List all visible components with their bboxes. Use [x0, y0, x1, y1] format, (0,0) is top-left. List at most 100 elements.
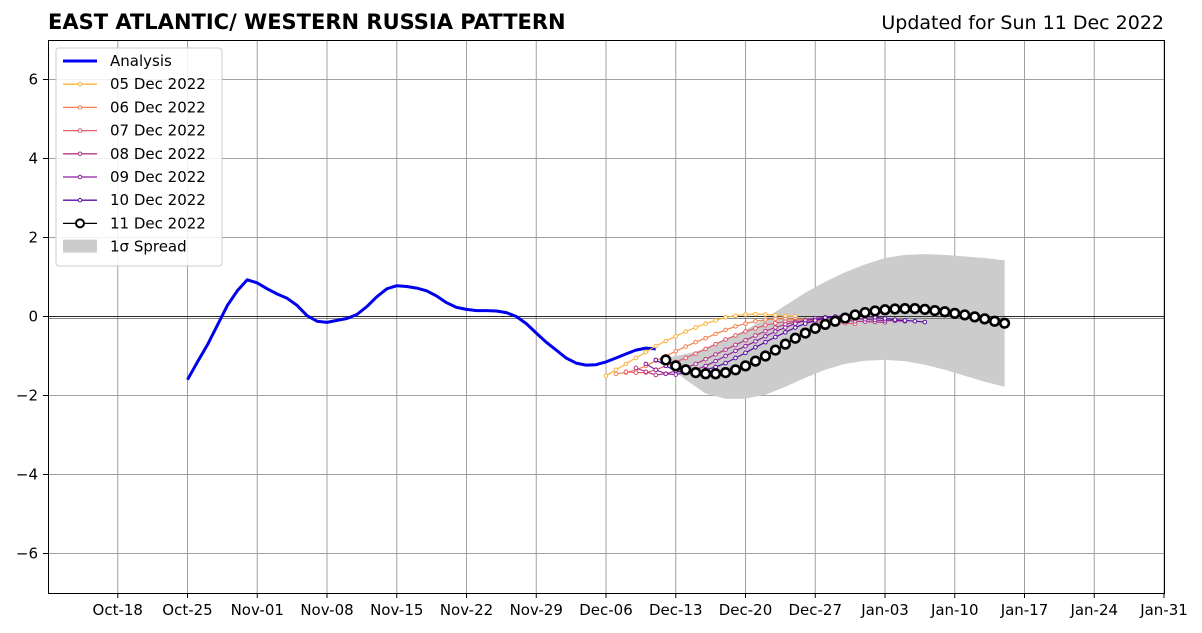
forecast-point: [989, 315, 1001, 327]
y-tick-label: 2: [28, 229, 38, 247]
forecast-point: [929, 304, 941, 317]
legend-label: 06 Dec 2022: [110, 98, 206, 116]
forecast-point: [869, 305, 881, 317]
forecast-point: [769, 344, 781, 356]
forecast-point: [899, 303, 911, 315]
forecast-point: [919, 303, 931, 315]
series-group: [186, 278, 1011, 381]
x-tick-label: Oct-18: [93, 601, 143, 619]
forecast-point: [959, 309, 971, 321]
forecast-point: [763, 322, 768, 328]
legend-swatch-marker: [77, 151, 83, 157]
forecast-point: [713, 341, 718, 347]
forecast-point: [733, 355, 738, 361]
forecast-point: [829, 315, 841, 327]
y-tick-label: 0: [28, 308, 38, 326]
forecast-point: [743, 350, 748, 356]
forecast-point: [809, 322, 821, 334]
forecast-point: [889, 303, 901, 315]
forecast-series: [660, 303, 1011, 380]
forecast-point: [773, 325, 778, 330]
y-tick-label: −6: [16, 545, 38, 563]
forecast-point: [753, 345, 758, 350]
legend-label: 10 Dec 2022: [110, 191, 206, 209]
forecast-point: [789, 332, 801, 344]
forecast-point: [759, 350, 772, 362]
forecast-point: [793, 325, 798, 330]
legend-swatch-marker: [75, 218, 85, 229]
y-axis: 6 4 2 0 −2 −4 −6: [16, 71, 48, 563]
x-tick-label: Jan-31: [1139, 601, 1188, 619]
forecast-point: [859, 306, 871, 319]
y-tick-label: 4: [28, 150, 38, 168]
x-tick-label: Dec-27: [788, 601, 842, 619]
forecast-point: [733, 348, 738, 354]
forecast-point: [773, 329, 778, 334]
forecast-point: [700, 368, 712, 380]
forecast-point: [693, 325, 698, 330]
forecast-point: [749, 355, 762, 367]
y-tick-label: −2: [16, 387, 38, 405]
forecast-point: [653, 357, 659, 363]
forecast-point: [922, 319, 928, 325]
forecast-point: [763, 312, 768, 317]
legend-label: 09 Dec 2022: [110, 168, 206, 186]
y-tick-label: −4: [16, 466, 38, 484]
legend-swatch-marker: [77, 105, 83, 110]
forecast-point: [703, 321, 708, 326]
forecast-point: [703, 335, 708, 341]
forecast-point: [719, 366, 732, 379]
forecast-point: [979, 313, 991, 325]
forecast-point: [763, 339, 768, 345]
forecast-point: [753, 333, 758, 338]
forecast-point: [703, 356, 708, 362]
forecast-point: [743, 312, 748, 317]
legend-swatch-marker: [77, 174, 83, 180]
forecast-point: [703, 363, 708, 369]
forecast-point: [683, 355, 689, 361]
legend-swatch-marker: [77, 128, 83, 133]
legend-label: Analysis: [110, 52, 172, 70]
x-tick-label: Nov-22: [440, 601, 493, 619]
forecast-point: [723, 314, 728, 320]
forecast-point: [723, 353, 728, 359]
legend-label: 07 Dec 2022: [110, 122, 206, 140]
forecast-point: [998, 317, 1011, 329]
x-tick-label: Dec-20: [719, 601, 773, 619]
forecast-point: [739, 360, 752, 372]
x-tick-label: Nov-15: [370, 601, 423, 619]
forecast-point: [723, 337, 728, 342]
forecast-line: [615, 318, 826, 375]
forecast-point: [683, 344, 689, 349]
forecast-point: [733, 324, 738, 329]
legend-box: [55, 47, 223, 267]
legend: Analysis 05 Dec 2022 06 Dec 2022 07 Dec 202…: [55, 47, 223, 267]
forecast-point: [892, 317, 898, 322]
forecast-point: [733, 313, 738, 319]
chart-title: EAST ATLANTIC/ WESTERN RUSSIA PATTERN: [48, 10, 566, 34]
forecast-point: [643, 361, 649, 367]
forecast-point: [849, 309, 861, 321]
x-tick-label: Jan-24: [1069, 601, 1118, 619]
forecast-point: [783, 330, 788, 335]
forecast-point: [779, 338, 791, 350]
forecast-point: [912, 318, 918, 324]
forecast-point: [763, 317, 768, 322]
forecast-point: [703, 346, 708, 352]
forecast-point: [683, 329, 689, 334]
x-tick-label: Dec-06: [579, 601, 633, 619]
forecast-point: [753, 339, 758, 344]
forecast-point: [623, 361, 629, 367]
forecast-point: [743, 329, 748, 334]
forecast-point: [882, 316, 888, 321]
forecast-point: [663, 338, 669, 344]
forecast-point: [660, 354, 672, 366]
forecast-point: [729, 364, 742, 376]
forecast-point: [723, 327, 728, 333]
forecast-point: [743, 321, 748, 326]
forecast-point: [643, 369, 649, 375]
forecast-point: [743, 337, 748, 343]
forecast-point: [693, 351, 698, 356]
forecast-point: [773, 316, 778, 322]
